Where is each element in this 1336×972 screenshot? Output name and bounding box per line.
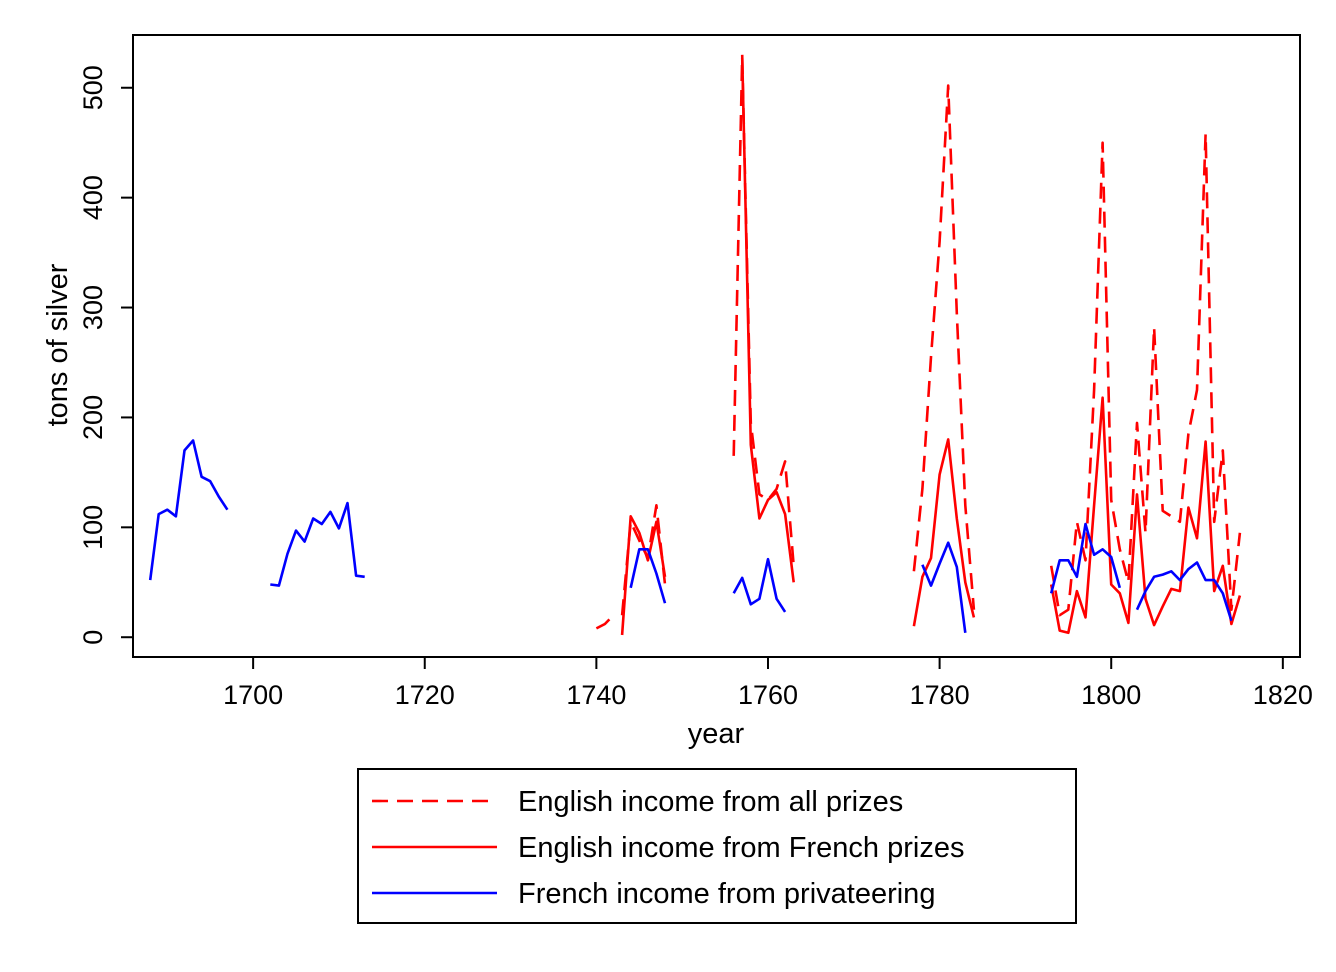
x-tick-label: 1760 <box>738 680 798 710</box>
series-line <box>620 514 667 636</box>
series-line <box>1049 522 1122 594</box>
y-axis: 0 100 200 300 400 500 <box>78 65 133 645</box>
legend-label: English income from all prizes <box>518 786 903 818</box>
x-axis: 1700 1720 1740 1760 1780 1800 1820 <box>223 657 1313 710</box>
x-tick-label: 1720 <box>395 680 455 710</box>
plot-frame <box>132 34 1301 658</box>
series-line <box>270 501 365 587</box>
series-line <box>740 54 795 583</box>
series-line <box>629 547 667 604</box>
series-line <box>1135 561 1233 622</box>
y-tick-label: 400 <box>78 175 108 220</box>
y-tick-label: 500 <box>78 65 108 110</box>
series-line <box>921 541 967 633</box>
legend-label: French income from privateering <box>518 878 935 910</box>
series-line <box>912 438 976 627</box>
x-tick-label: 1800 <box>1081 680 1141 710</box>
series-3 <box>148 439 1233 633</box>
series-line <box>148 439 229 581</box>
legend: English income from all prizes English in… <box>357 768 1077 924</box>
x-tick-label: 1820 <box>1253 680 1313 710</box>
x-tick-label: 1740 <box>566 680 626 710</box>
y-tick-label: 100 <box>78 505 108 550</box>
y-axis-title: tons of silver <box>42 263 74 426</box>
series-line <box>595 614 615 630</box>
y-tick-label: 0 <box>78 630 108 645</box>
y-tick-label: 300 <box>78 285 108 330</box>
series-2 <box>620 54 1242 636</box>
x-tick-label: 1700 <box>223 680 283 710</box>
series-line <box>732 557 787 613</box>
series-line <box>1049 396 1242 635</box>
legend-label: English income from French prizes <box>518 832 964 864</box>
y-tick-label: 200 <box>78 395 108 440</box>
x-axis-title: year <box>688 718 745 750</box>
series-layer <box>148 54 1242 636</box>
x-tick-label: 1780 <box>910 680 970 710</box>
series-1 <box>595 55 1242 630</box>
series-line <box>912 84 976 610</box>
